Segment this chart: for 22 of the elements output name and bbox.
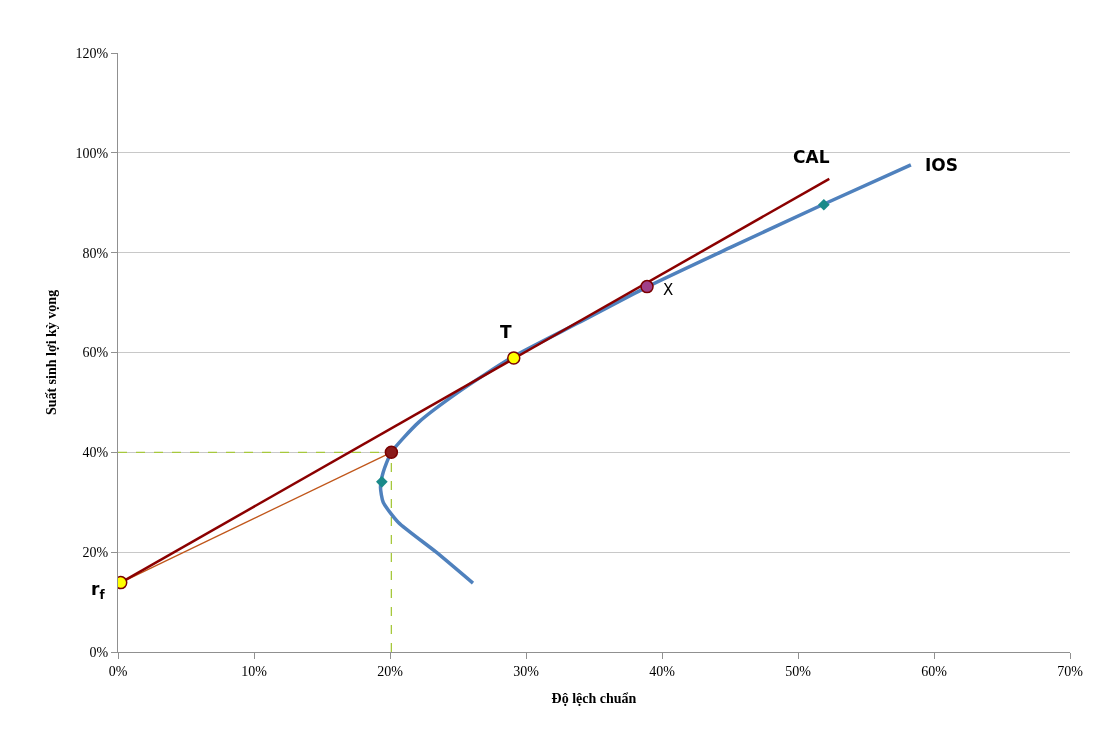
annotation: r$_{f}$ bbox=[91, 579, 106, 602]
annotation: T bbox=[500, 322, 512, 342]
x-axis-title: Độ lệch chuẩn bbox=[551, 691, 637, 707]
y-tick-label: 0% bbox=[89, 644, 109, 660]
x-tick-label: 70% bbox=[1057, 663, 1084, 679]
x-tick-label: 30% bbox=[513, 663, 540, 679]
y-tick-label: 100% bbox=[75, 145, 109, 161]
x-tick-label: 50% bbox=[785, 663, 812, 679]
y-axis-title: Suất sinh lợi kỳ vọng bbox=[44, 289, 60, 416]
x-tick-label: 20% bbox=[377, 663, 404, 679]
annotation: IOS bbox=[925, 155, 959, 175]
x-tick-label: 0% bbox=[108, 663, 128, 679]
y-tick-label: 20% bbox=[82, 545, 109, 561]
x-tick-label: 10% bbox=[241, 663, 268, 679]
x-tick-label: 60% bbox=[921, 663, 948, 679]
x-tick-label: 40% bbox=[649, 663, 676, 679]
y-tick-label: 80% bbox=[82, 245, 109, 261]
annotation: CAL bbox=[793, 147, 830, 167]
y-tick-label: 60% bbox=[82, 345, 109, 361]
y-tick-label: 120% bbox=[75, 45, 109, 61]
y-tick-label: 40% bbox=[82, 445, 109, 461]
annotation: X bbox=[663, 281, 674, 299]
